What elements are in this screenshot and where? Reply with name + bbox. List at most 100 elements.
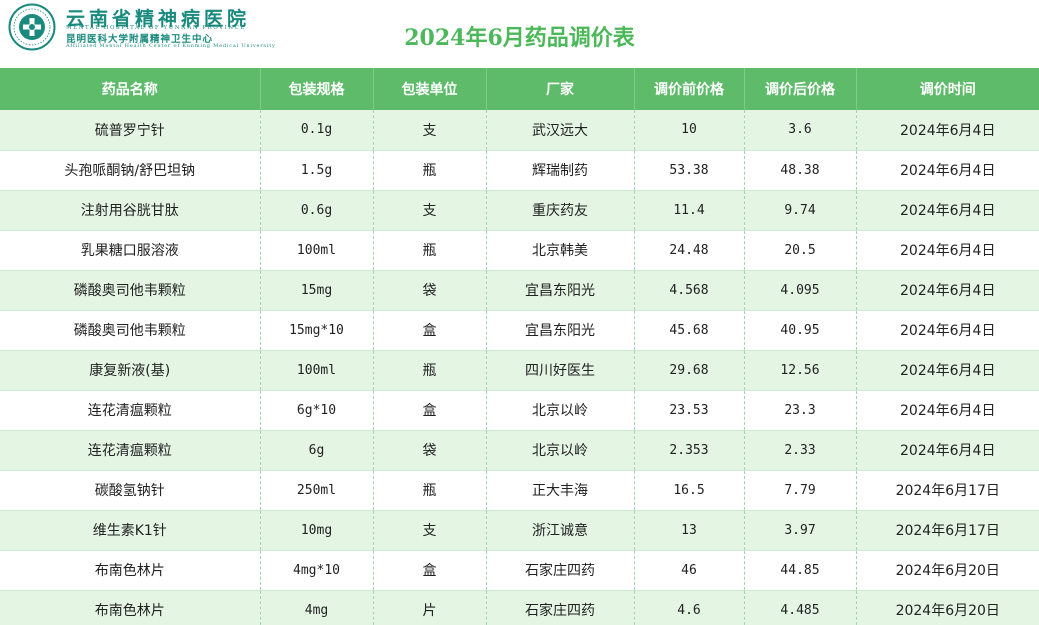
cell-manufacturer: 石家庄四药 xyxy=(486,550,635,591)
table-row: 碳酸氢钠针 250ml 瓶 正大丰海 16.5 7.79 2024年6月17日 xyxy=(0,470,1039,511)
cell-manufacturer: 四川好医生 xyxy=(486,350,635,391)
column-header-price-before: 调价前价格 xyxy=(634,68,745,110)
cell-package-unit: 袋 xyxy=(373,270,487,311)
cell-manufacturer: 辉瑞制药 xyxy=(486,150,635,191)
cell-package-unit: 盒 xyxy=(373,310,487,351)
hospital-subtitle-en: Affiliated Mental Health Center of Kunmi… xyxy=(66,43,276,49)
table-row: 注射用谷胱甘肽 0.6g 支 重庆药友 11.4 9.74 2024年6月4日 xyxy=(0,190,1039,231)
hospital-logo-icon xyxy=(8,3,56,51)
cell-drug-name: 碳酸氢钠针 xyxy=(0,470,261,511)
cell-drug-name: 磷酸奥司他韦颗粒 xyxy=(0,270,261,311)
cell-package-spec: 15mg xyxy=(260,270,374,311)
column-header-package-unit: 包装单位 xyxy=(373,68,487,110)
cell-price-after: 3.6 xyxy=(744,110,857,151)
cell-package-spec: 0.1g xyxy=(260,110,374,151)
cell-price-before: 16.5 xyxy=(634,470,745,511)
cell-manufacturer: 石家庄四药 xyxy=(486,590,635,625)
cell-price-before: 24.48 xyxy=(634,230,745,271)
cell-adjust-date: 2024年6月17日 xyxy=(856,510,1039,551)
column-header-manufacturer: 厂家 xyxy=(486,68,635,110)
cell-package-spec: 15mg*10 xyxy=(260,310,374,351)
hospital-subtitle: 昆明医科大学附属精神卫生中心 xyxy=(66,34,214,45)
cell-price-before: 10 xyxy=(634,110,745,151)
table-row: 乳果糖口服溶液 100ml 瓶 北京韩美 24.48 20.5 2024年6月4… xyxy=(0,230,1039,271)
cell-package-unit: 支 xyxy=(373,190,487,231)
table-row: 连花清瘟颗粒 6g 袋 北京以岭 2.353 2.33 2024年6月4日 xyxy=(0,430,1039,471)
table-row: 硫普罗宁针 0.1g 支 武汉远大 10 3.6 2024年6月4日 xyxy=(0,110,1039,151)
cell-package-spec: 10mg xyxy=(260,510,374,551)
price-adjustment-table: 药品名称 包装规格 包装单位 厂家 调价前价格 调价后价格 调价时间 硫普罗宁针… xyxy=(0,68,1039,625)
cell-price-after: 4.485 xyxy=(744,590,857,625)
cell-package-spec: 6g*10 xyxy=(260,390,374,431)
cell-price-before: 4.568 xyxy=(634,270,745,311)
cell-price-after: 20.5 xyxy=(744,230,857,271)
cell-adjust-date: 2024年6月4日 xyxy=(856,150,1039,191)
table-header-row: 药品名称 包装规格 包装单位 厂家 调价前价格 调价后价格 调价时间 xyxy=(0,68,1039,110)
cell-package-unit: 盒 xyxy=(373,550,487,591)
cell-package-spec: 0.6g xyxy=(260,190,374,231)
cell-manufacturer: 重庆药友 xyxy=(486,190,635,231)
cell-manufacturer: 北京以岭 xyxy=(486,430,635,471)
cell-adjust-date: 2024年6月4日 xyxy=(856,190,1039,231)
cell-price-before: 29.68 xyxy=(634,350,745,391)
cell-drug-name: 注射用谷胱甘肽 xyxy=(0,190,261,231)
cell-drug-name: 磷酸奥司他韦颗粒 xyxy=(0,310,261,351)
cell-drug-name: 维生素K1针 xyxy=(0,510,261,551)
cell-price-after: 23.3 xyxy=(744,390,857,431)
cell-price-before: 13 xyxy=(634,510,745,551)
cell-adjust-date: 2024年6月4日 xyxy=(856,270,1039,311)
cell-price-before: 23.53 xyxy=(634,390,745,431)
cell-manufacturer: 正大丰海 xyxy=(486,470,635,511)
cell-drug-name: 布南色林片 xyxy=(0,550,261,591)
cell-manufacturer: 宜昌东阳光 xyxy=(486,270,635,311)
cell-price-after: 4.095 xyxy=(744,270,857,311)
page-title: 2024年6月药品调价表 xyxy=(404,25,635,51)
cell-drug-name: 布南色林片 xyxy=(0,590,261,625)
cell-package-spec: 6g xyxy=(260,430,374,471)
cell-price-after: 3.97 xyxy=(744,510,857,551)
hospital-name: 云南省精神病医院 xyxy=(66,8,251,30)
cell-price-after: 7.79 xyxy=(744,470,857,511)
table-row: 维生素K1针 10mg 支 浙江诚意 13 3.97 2024年6月17日 xyxy=(0,510,1039,551)
column-header-price-after: 调价后价格 xyxy=(744,68,857,110)
cell-adjust-date: 2024年6月4日 xyxy=(856,430,1039,471)
cell-package-unit: 袋 xyxy=(373,430,487,471)
cell-price-before: 53.38 xyxy=(634,150,745,191)
column-header-package-spec: 包装规格 xyxy=(260,68,374,110)
table-row: 磷酸奥司他韦颗粒 15mg 袋 宜昌东阳光 4.568 4.095 2024年6… xyxy=(0,270,1039,311)
page-header: 云南省精神病医院 MENTAL HOSPITAL OF YUNNAN PROVI… xyxy=(0,0,1039,68)
cell-package-unit: 盒 xyxy=(373,390,487,431)
cell-adjust-date: 2024年6月4日 xyxy=(856,390,1039,431)
table-row: 磷酸奥司他韦颗粒 15mg*10 盒 宜昌东阳光 45.68 40.95 202… xyxy=(0,310,1039,351)
cell-adjust-date: 2024年6月17日 xyxy=(856,470,1039,511)
cell-package-spec: 4mg xyxy=(260,590,374,625)
cell-price-before: 2.353 xyxy=(634,430,745,471)
cell-manufacturer: 武汉远大 xyxy=(486,110,635,151)
cell-adjust-date: 2024年6月4日 xyxy=(856,110,1039,151)
cell-price-before: 11.4 xyxy=(634,190,745,231)
cell-package-spec: 1.5g xyxy=(260,150,374,191)
cell-adjust-date: 2024年6月4日 xyxy=(856,350,1039,391)
cell-adjust-date: 2024年6月20日 xyxy=(856,550,1039,591)
cell-package-unit: 片 xyxy=(373,590,487,625)
cell-package-unit: 支 xyxy=(373,510,487,551)
table-row: 头孢哌酮钠/舒巴坦钠 1.5g 瓶 辉瑞制药 53.38 48.38 2024年… xyxy=(0,150,1039,191)
cell-price-after: 40.95 xyxy=(744,310,857,351)
cell-drug-name: 头孢哌酮钠/舒巴坦钠 xyxy=(0,150,261,191)
cell-price-after: 9.74 xyxy=(744,190,857,231)
cell-price-after: 12.56 xyxy=(744,350,857,391)
cell-manufacturer: 浙江诚意 xyxy=(486,510,635,551)
cell-price-after: 44.85 xyxy=(744,550,857,591)
cell-drug-name: 硫普罗宁针 xyxy=(0,110,261,151)
table-row: 布南色林片 4mg*10 盒 石家庄四药 46 44.85 2024年6月20日 xyxy=(0,550,1039,591)
cell-drug-name: 乳果糖口服溶液 xyxy=(0,230,261,271)
cell-price-before: 45.68 xyxy=(634,310,745,351)
cell-package-unit: 瓶 xyxy=(373,150,487,191)
cell-package-spec: 100ml xyxy=(260,350,374,391)
cell-drug-name: 康复新液(基) xyxy=(0,350,261,391)
cell-package-spec: 4mg*10 xyxy=(260,550,374,591)
cell-manufacturer: 宜昌东阳光 xyxy=(486,310,635,351)
table-row: 布南色林片 4mg 片 石家庄四药 4.6 4.485 2024年6月20日 xyxy=(0,590,1039,625)
cell-package-unit: 支 xyxy=(373,110,487,151)
column-header-adjust-date: 调价时间 xyxy=(856,68,1039,110)
